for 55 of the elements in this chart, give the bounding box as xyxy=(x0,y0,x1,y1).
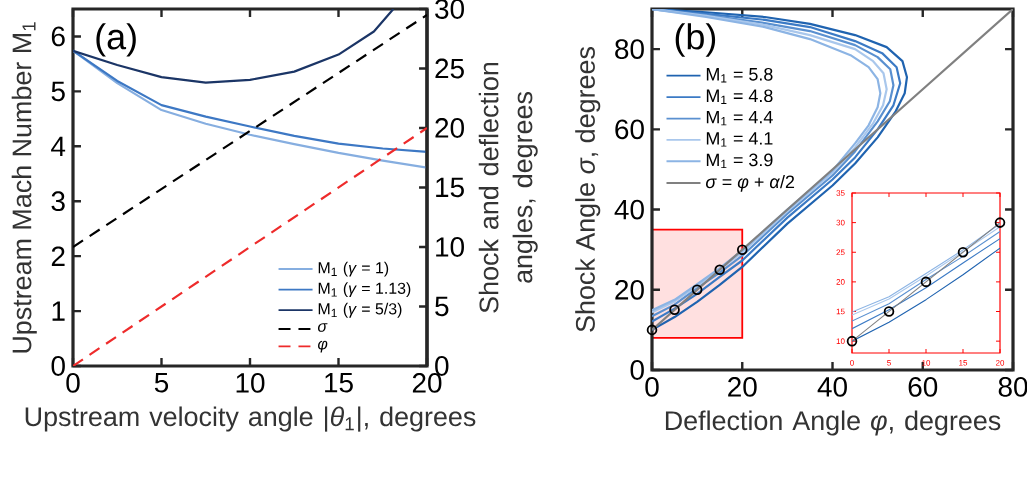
y2-tick-label: 20 xyxy=(435,118,464,138)
line-series xyxy=(73,9,395,84)
y2-tick-label: 25 xyxy=(435,58,464,79)
y-tick-label: 60 xyxy=(615,119,644,140)
y-tick-label: 40 xyxy=(614,199,644,220)
x-tick-label: 60 xyxy=(908,377,938,397)
x-axis-title: Upstream velocity angle |θ$_{1}$|, degrees xyxy=(25,406,476,432)
y-axis-title: Shock Angle σ, degrees xyxy=(575,47,601,332)
y-tick-label: 6 xyxy=(51,26,65,47)
legend-label: M$_{1}$ = 4.8 xyxy=(706,89,773,104)
legend-label: σ xyxy=(317,323,328,332)
point xyxy=(957,246,969,258)
point xyxy=(994,217,1006,228)
line-series xyxy=(852,238,1001,330)
y-axis-title: Upstream Mach Number M$_{1}$ xyxy=(11,22,37,353)
legend-label: M$_{1}$ = 5.8 xyxy=(706,67,773,83)
y2-tick-label: 5 xyxy=(435,296,449,317)
point xyxy=(714,264,725,276)
legend-label: M$_{1}$ = 4.4 xyxy=(706,110,773,126)
x-axis-title: Deflection Angle φ, degrees xyxy=(665,410,1001,436)
y2-tick-label: 15 xyxy=(436,177,464,198)
point xyxy=(669,304,680,316)
legend-label: σ = φ + α/2 xyxy=(705,174,795,192)
annotation: (a) xyxy=(96,23,136,57)
y-tick-label: 2 xyxy=(51,246,65,266)
point xyxy=(920,276,932,288)
point xyxy=(691,284,703,296)
point xyxy=(883,306,895,317)
legend-label: M$_{1}$ = 3.9 xyxy=(706,153,773,169)
x-tick-label: 5 xyxy=(154,373,169,393)
legend-label: M$_{1}$ (γ = 5/3) xyxy=(318,302,402,318)
point xyxy=(646,324,658,336)
line-series xyxy=(852,247,1001,342)
x-tick-label: 10 xyxy=(236,373,265,393)
y-tick-label: 3 xyxy=(51,191,65,212)
y-tick-label: 1 xyxy=(52,301,65,321)
y-tick-label: 20 xyxy=(615,279,644,300)
x-tick-label: 80 xyxy=(998,377,1027,397)
point xyxy=(736,244,748,255)
x-tick-label: 15 xyxy=(325,373,353,393)
x-tick-label: 0 xyxy=(66,373,80,393)
y2-axis-title: Shock and deflection angles, degrees xyxy=(478,62,538,313)
x-tick-label: 0 xyxy=(645,377,659,397)
legend-label: M$_{1}$ (γ = 1) xyxy=(318,261,389,277)
y2-tick-label: 10 xyxy=(436,237,464,257)
annotation: (b) xyxy=(675,23,716,57)
point xyxy=(846,335,858,347)
x-tick-label: 20 xyxy=(728,377,757,397)
y-tick-label: 4 xyxy=(51,136,66,156)
y-tick-label: 80 xyxy=(615,39,644,60)
y-tick-label: 5 xyxy=(51,81,65,102)
legend-label: M$_{1}$ (γ = 1.13) xyxy=(318,282,411,298)
legend-label: φ xyxy=(318,340,328,353)
legend-label: M$_{1}$ = 4.1 xyxy=(706,132,773,147)
y2-tick-label: 30 xyxy=(435,0,464,19)
